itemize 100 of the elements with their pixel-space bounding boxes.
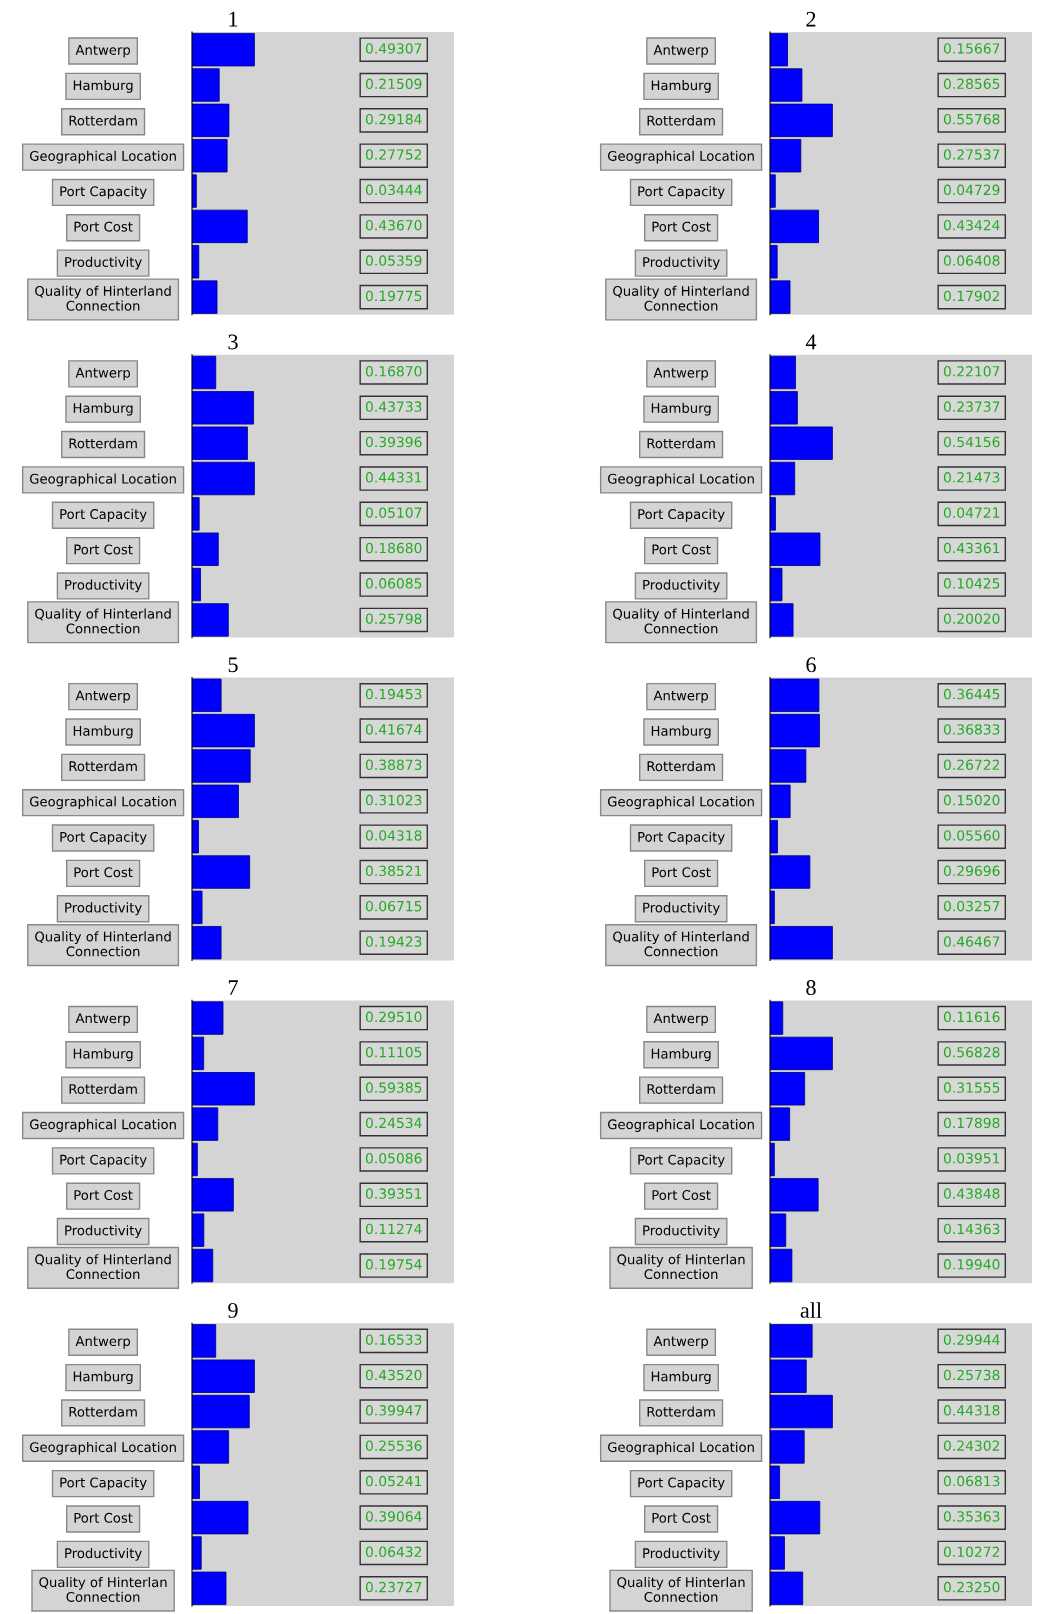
y-tick-label: Hamburg xyxy=(651,1048,711,1062)
data-label: 0.04729 xyxy=(943,184,1000,196)
bar xyxy=(192,603,229,637)
data-label: 0.41674 xyxy=(365,724,422,735)
y-tick-label: Port Capacity xyxy=(60,1477,147,1491)
data-label: 0.19453 xyxy=(365,688,422,700)
data-label: 0.06408 xyxy=(943,255,1000,266)
y-tick-label: Port Cost xyxy=(652,867,711,878)
y-tick-label: Port Capacity xyxy=(60,831,147,845)
y-tick-label: Port Capacity xyxy=(60,508,147,522)
data-label: 0.59385 xyxy=(365,1082,422,1093)
y-tick-label: Quality of Hinterlan Connection xyxy=(39,1576,167,1602)
y-tick-label: Hamburg xyxy=(651,402,711,416)
bar xyxy=(770,926,833,960)
data-label: 0.29696 xyxy=(943,865,1000,877)
bar xyxy=(192,461,255,496)
data-label: 0.05107 xyxy=(365,507,422,518)
y-tick-label: Geographical Location xyxy=(29,1119,176,1132)
data-label: 0.04721 xyxy=(943,507,1000,518)
data-label: 0.16533 xyxy=(365,1334,422,1345)
bar xyxy=(770,678,820,712)
chart-title: 6 xyxy=(806,657,816,673)
y-tick-label: Antwerp xyxy=(75,1336,131,1349)
y-tick-label: Antwerp xyxy=(75,45,131,58)
y-tick-label: Rotterdam xyxy=(69,115,137,126)
data-label: 0.03257 xyxy=(943,900,1000,912)
data-label: 0.29510 xyxy=(365,1011,422,1023)
y-tick-label: Productivity xyxy=(643,1225,720,1238)
bar xyxy=(192,1036,205,1071)
y-tick-label: Geographical Location xyxy=(29,796,176,810)
y-tick-label: Hamburg xyxy=(651,80,711,93)
y-tick-label: Hamburg xyxy=(73,402,133,416)
y-tick-label: Port Cost xyxy=(652,221,711,232)
data-label: 0.23727 xyxy=(365,1581,422,1593)
bar xyxy=(770,1001,784,1035)
y-tick-label: Hamburg xyxy=(73,80,133,93)
data-label: 0.15020 xyxy=(943,794,1000,806)
data-label: 0.39064 xyxy=(365,1511,422,1522)
data-label: 0.43520 xyxy=(365,1369,422,1381)
chart-title: 5 xyxy=(228,657,238,673)
data-label: 0.03444 xyxy=(365,184,422,196)
y-tick-label: Port Capacity xyxy=(638,831,725,845)
y-tick-label: Port Capacity xyxy=(638,1154,725,1168)
y-tick-label: Quality of Hinterland Connection xyxy=(613,608,749,634)
y-tick-label: Quality of Hinterland Connection xyxy=(35,608,171,634)
data-label: 0.38521 xyxy=(365,865,422,877)
y-tick-label: Geographical Location xyxy=(29,473,176,487)
chart-title: 9 xyxy=(228,1302,238,1318)
data-label: 0.05560 xyxy=(943,830,1000,841)
data-label: 0.21509 xyxy=(365,78,422,90)
data-label: 0.18680 xyxy=(365,542,422,554)
y-tick-label: Port Capacity xyxy=(638,1477,725,1491)
data-label: 0.05359 xyxy=(365,255,422,266)
data-label: 0.39351 xyxy=(365,1188,422,1199)
y-tick-label: Geographical Location xyxy=(607,796,754,810)
chart-title: 1 xyxy=(229,11,238,27)
y-tick-label: Rotterdam xyxy=(69,1406,137,1417)
y-tick-label: Rotterdam xyxy=(69,1083,137,1094)
bar xyxy=(192,1248,214,1283)
y-tick-label: Productivity xyxy=(643,256,720,270)
bar xyxy=(770,355,796,390)
y-tick-label: Port Cost xyxy=(652,1190,711,1201)
data-label: 0.27537 xyxy=(943,149,1000,160)
data-label: 0.43361 xyxy=(943,542,1000,554)
data-label: 0.44331 xyxy=(365,472,422,483)
bar xyxy=(770,567,783,602)
y-tick-label: Antwerp xyxy=(75,367,131,381)
y-tick-label: Hamburg xyxy=(73,1371,133,1384)
data-label: 0.19775 xyxy=(365,290,422,302)
data-label: 0.27752 xyxy=(365,149,422,160)
data-label: 0.19940 xyxy=(943,1259,1000,1270)
y-tick-label: Antwerp xyxy=(653,367,709,381)
y-tick-label: Quality of Hinterland Connection xyxy=(35,1254,171,1280)
data-label: 0.03951 xyxy=(943,1153,1000,1164)
y-tick-label: Quality of Hinterland Connection xyxy=(613,931,749,957)
y-tick-label: Rotterdam xyxy=(647,115,715,126)
data-label: 0.22107 xyxy=(943,366,1000,377)
y-tick-label: Productivity xyxy=(65,1547,142,1561)
y-tick-label: Rotterdam xyxy=(647,760,715,772)
bar xyxy=(770,1036,833,1071)
y-tick-label: Antwerp xyxy=(653,1013,709,1026)
y-tick-label: Productivity xyxy=(65,902,142,916)
data-label: 0.16870 xyxy=(365,366,422,377)
y-tick-label: Antwerp xyxy=(75,1013,131,1026)
data-label: 0.39947 xyxy=(365,1405,422,1416)
y-tick-label: Quality of Hinterland Connection xyxy=(35,931,171,957)
data-label: 0.11105 xyxy=(365,1046,422,1058)
data-label: 0.35363 xyxy=(943,1511,1000,1522)
bar xyxy=(192,355,217,390)
y-tick-label: Rotterdam xyxy=(69,760,137,772)
data-label: 0.26722 xyxy=(943,759,1000,771)
bar xyxy=(770,461,796,496)
y-tick-label: Productivity xyxy=(65,256,142,270)
data-label: 0.06813 xyxy=(943,1475,1000,1487)
bar xyxy=(192,678,222,712)
chart-title: all xyxy=(800,1302,822,1318)
y-tick-label: Hamburg xyxy=(73,1048,133,1062)
data-label: 0.31555 xyxy=(943,1082,1000,1093)
y-tick-label: Geographical Location xyxy=(29,150,176,164)
y-tick-label: Port Capacity xyxy=(638,186,725,199)
